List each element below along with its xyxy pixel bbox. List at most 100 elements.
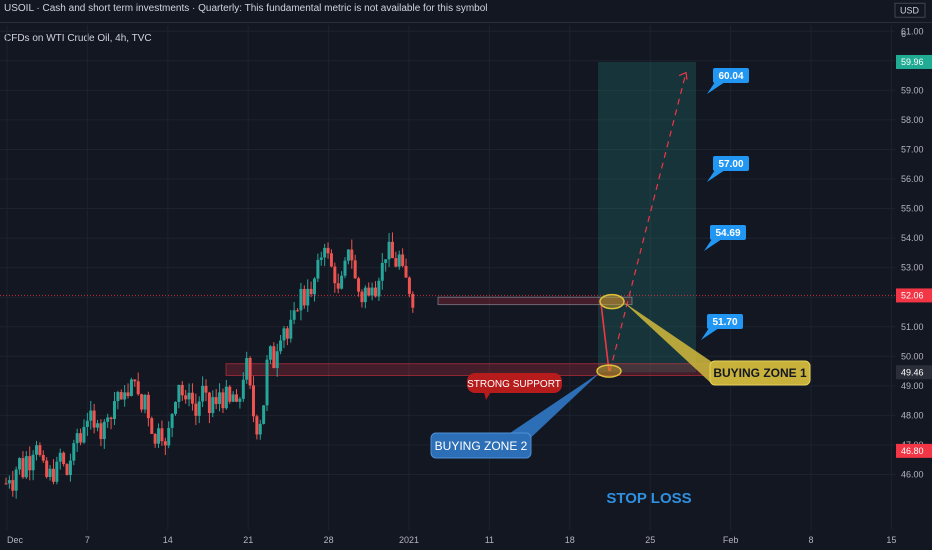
price-tick-label: 58.00 <box>901 115 924 125</box>
time-tick-label: 28 <box>324 535 334 545</box>
price-tick-label: 46.00 <box>901 470 924 480</box>
candle-body <box>299 288 303 311</box>
target-label: 54.69 <box>715 228 740 239</box>
candle-body <box>265 359 269 406</box>
time-tick-label: 25 <box>645 535 655 545</box>
candle-body <box>235 394 239 402</box>
time-tick-label: 8 <box>808 535 813 545</box>
target-box <box>713 156 749 171</box>
price-axis: 46.0047.0048.0049.0050.0051.0052.0053.00… <box>894 2 932 480</box>
price-tick-label: 59.00 <box>901 85 924 95</box>
candle-body <box>370 287 374 296</box>
symbol-legend: CFDs on WTI Crude Oil, 4h, TVC <box>4 33 152 44</box>
candle-body <box>201 385 205 402</box>
candle-body <box>333 266 337 284</box>
target-box <box>713 68 749 83</box>
price-tick-label: 53.00 <box>901 263 924 273</box>
buying-zone-2-marker <box>596 364 622 378</box>
projection-arrow-head <box>678 71 688 80</box>
strong-support-label: STRONG SUPPORT <box>467 379 561 390</box>
candle-body <box>82 426 86 443</box>
candle-body <box>228 386 232 402</box>
candle-body <box>279 340 283 352</box>
candle-body <box>109 417 113 419</box>
time-tick-label: 21 <box>243 535 253 545</box>
time-axis: Dec 7 14 21 28 2021 11 18 25 Feb 8 15 <box>7 535 896 545</box>
price-tag: 46.80 <box>901 446 924 456</box>
buying-zone-1-marker <box>599 293 625 310</box>
candle-body <box>204 385 208 393</box>
candle-body <box>224 386 228 409</box>
candle-body <box>45 460 49 477</box>
strong-support-box <box>467 373 562 393</box>
candle-body <box>353 260 357 279</box>
buying-zone-1-label: BUYING ZONE 1 <box>713 366 807 380</box>
price-tag-bg <box>896 54 932 69</box>
candle-body <box>411 293 415 308</box>
price-tick-label: 48.00 <box>901 410 924 420</box>
target-box <box>710 225 746 240</box>
price-tick-label: 61.00 <box>901 26 924 36</box>
candle-body <box>92 410 96 428</box>
candle-body <box>397 254 401 267</box>
candle-body <box>7 480 11 484</box>
candle-body <box>319 257 323 260</box>
candle-body <box>255 416 259 435</box>
candles <box>4 232 415 499</box>
projection-arrow <box>609 72 687 372</box>
candle-body <box>231 394 235 402</box>
candle-body <box>28 456 32 471</box>
price-tag-bg <box>896 443 932 458</box>
buying-zone-1-pointer <box>623 301 712 384</box>
candle-body <box>75 433 79 444</box>
candle-body <box>21 458 25 478</box>
time-tick-label: Feb <box>723 535 739 545</box>
candle-body <box>123 392 127 400</box>
candle-body <box>272 346 276 369</box>
stop-loss-label: STOP LOSS <box>606 490 691 507</box>
candle-body <box>170 413 174 428</box>
candle-body <box>79 433 83 443</box>
candle-body <box>221 392 225 409</box>
candle-body <box>48 468 52 477</box>
candle-body <box>268 346 272 360</box>
target-label: 51.70 <box>712 317 737 328</box>
target-pointer <box>707 82 725 94</box>
candle-body <box>153 433 157 444</box>
candle-body <box>346 249 350 261</box>
candle-body <box>62 452 66 465</box>
candle-body <box>99 423 103 440</box>
candle-body <box>55 461 59 482</box>
candle-body <box>184 395 188 400</box>
candle-body <box>336 283 340 289</box>
candle-body <box>197 401 201 416</box>
time-tick-label: 14 <box>163 535 173 545</box>
time-tick-label: 7 <box>85 535 90 545</box>
price-tick-label: 55.00 <box>901 204 924 214</box>
pane-divider[interactable] <box>0 22 932 23</box>
candle-body <box>241 379 245 399</box>
candle-body <box>245 357 249 380</box>
current-price-tag: 52.06 <box>901 290 924 300</box>
price-tag: 59.96 <box>901 57 924 67</box>
candle-body <box>214 397 218 404</box>
candle-body <box>14 469 18 491</box>
candle-body <box>302 288 306 306</box>
candle-body <box>190 392 194 404</box>
candle-body <box>387 241 391 260</box>
candle-body <box>211 397 215 414</box>
candle-body <box>251 385 255 417</box>
candle-body <box>377 280 381 297</box>
indicator-legend: USOIL · Cash and short term investments … <box>4 3 488 14</box>
candle-body <box>380 262 384 281</box>
candle-body <box>340 275 344 289</box>
price-tick-label: 56.00 <box>901 174 924 184</box>
candle-body <box>140 394 144 410</box>
candle-body <box>18 458 22 470</box>
price-tag-bg <box>896 365 932 380</box>
candle-body <box>312 278 316 295</box>
currency-label: USD <box>900 5 920 15</box>
price-tick-label: 54.00 <box>901 233 924 243</box>
target-pointer <box>701 328 719 340</box>
